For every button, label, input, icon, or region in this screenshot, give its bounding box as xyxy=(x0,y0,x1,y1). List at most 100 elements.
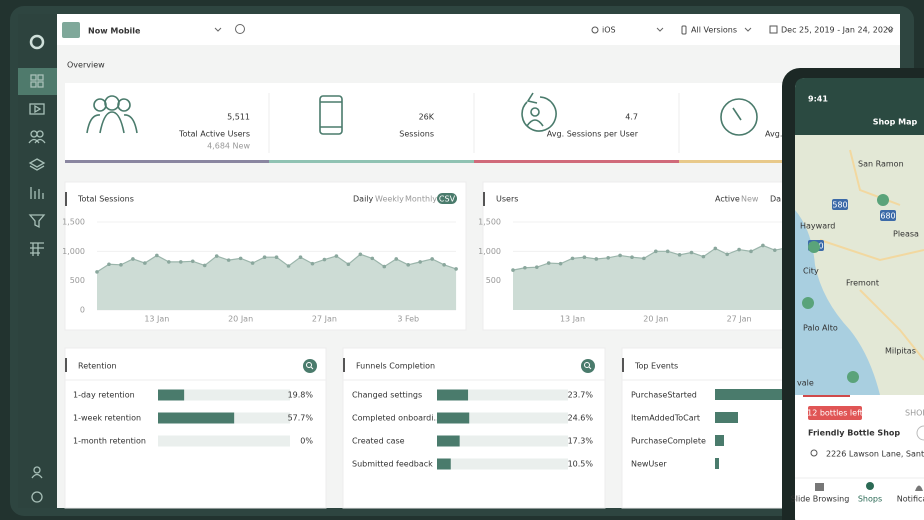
map-pin[interactable] xyxy=(802,297,814,309)
tab[interactable]: New xyxy=(741,195,759,204)
calendar-icon xyxy=(769,25,778,34)
tab[interactable]: Da xyxy=(770,195,781,204)
kpi-label: Avg. Sessions per User xyxy=(547,130,639,139)
point xyxy=(582,255,587,259)
chevron[interactable] xyxy=(886,27,894,32)
nav-reports[interactable] xyxy=(30,187,44,199)
kpi-label: Avg. xyxy=(765,130,782,139)
shop-tag: SHOP xyxy=(905,409,924,418)
users-icon xyxy=(86,95,138,134)
kpi-card xyxy=(65,83,900,163)
x-tick-label: 27 Jan xyxy=(312,315,337,324)
point xyxy=(226,258,231,262)
y-tick-label: 1,500 xyxy=(478,218,501,227)
versions[interactable]: All Versions xyxy=(691,26,737,35)
x-tick-label: 20 Jan xyxy=(643,315,668,324)
point xyxy=(95,270,99,274)
point xyxy=(119,263,123,267)
platform[interactable]: iOS xyxy=(602,26,616,35)
nav-help[interactable] xyxy=(31,491,43,503)
tab[interactable]: CSV xyxy=(439,195,456,204)
nav-layers[interactable] xyxy=(28,158,46,171)
row-label: PurchaseComplete xyxy=(631,437,706,446)
road-number: 680 xyxy=(880,212,895,221)
tab-label[interactable]: Notifica xyxy=(897,495,924,504)
sessions-icon xyxy=(521,92,557,132)
point xyxy=(394,257,399,261)
row-label: 1-day retention xyxy=(73,391,135,400)
chevron[interactable] xyxy=(214,27,222,32)
point xyxy=(737,247,741,252)
bar-value: 17.3% xyxy=(568,437,594,446)
road-shield xyxy=(832,199,848,210)
bar-track xyxy=(437,458,568,470)
tab[interactable]: Daily xyxy=(353,195,374,204)
tab-label[interactable]: Shops xyxy=(858,495,882,504)
area xyxy=(513,245,787,310)
tab-icon[interactable] xyxy=(915,485,923,492)
point xyxy=(618,253,622,258)
nav-profile[interactable] xyxy=(31,466,43,479)
road-number: 580 xyxy=(832,201,847,210)
point xyxy=(558,261,563,266)
point xyxy=(761,243,765,248)
kpi-value: 26K xyxy=(419,113,435,122)
logo xyxy=(29,34,45,50)
bar-value: 23.7% xyxy=(568,391,594,400)
bar xyxy=(437,458,451,470)
help-icon[interactable] xyxy=(235,24,245,34)
search-button[interactable] xyxy=(303,359,317,373)
tab[interactable]: Monthly xyxy=(405,195,437,204)
point xyxy=(370,256,375,261)
map-label: City xyxy=(803,267,819,276)
chevron[interactable] xyxy=(656,27,664,32)
nav-grid[interactable] xyxy=(30,242,44,256)
nav-dashboard[interactable] xyxy=(30,74,44,88)
card-title: Users xyxy=(496,195,518,204)
map-pin[interactable] xyxy=(877,194,889,206)
line xyxy=(512,244,787,271)
phone-icon xyxy=(319,95,343,135)
card-accent xyxy=(65,358,67,372)
kpi-value: 5,511 xyxy=(227,113,250,122)
page-title: Overview xyxy=(67,61,105,70)
point xyxy=(701,254,706,259)
row-label: 1-month retention xyxy=(73,437,146,446)
point xyxy=(334,254,339,258)
toggle[interactable] xyxy=(916,425,924,441)
retention-card xyxy=(64,347,327,509)
search-button[interactable] xyxy=(581,359,595,373)
point xyxy=(773,248,777,252)
map-pin[interactable] xyxy=(808,241,820,253)
tab-icon[interactable] xyxy=(815,483,824,491)
nav-users[interactable] xyxy=(28,130,46,144)
map-pin[interactable] xyxy=(847,371,859,383)
app-icon xyxy=(62,22,80,38)
tab[interactable]: Active xyxy=(715,195,740,204)
csv-button[interactable] xyxy=(437,193,457,204)
tab-icon[interactable] xyxy=(866,482,874,490)
point xyxy=(167,260,171,264)
nav-video[interactable] xyxy=(29,103,45,115)
nav-funnel[interactable] xyxy=(28,214,46,229)
map-label: Milpitas xyxy=(885,347,916,356)
tab[interactable]: Weekly xyxy=(375,195,404,204)
point xyxy=(298,255,303,259)
row-label: ItemAddedToCart xyxy=(631,414,700,423)
app-name[interactable]: Now Mobile xyxy=(88,27,141,36)
bar xyxy=(437,389,469,401)
row-label: NewUser xyxy=(631,460,667,469)
map-label: Hayward xyxy=(800,222,835,231)
date-range[interactable]: Dec 25, 2019 - Jan 24, 2020 xyxy=(781,26,893,35)
card-accent xyxy=(622,358,624,372)
tab-label[interactable]: Slide Browsing xyxy=(791,495,850,504)
point xyxy=(642,256,646,261)
point xyxy=(322,257,327,262)
apple-icon xyxy=(591,26,599,34)
chevron[interactable] xyxy=(744,27,752,32)
x-tick-label: 3 Feb xyxy=(397,315,419,324)
area xyxy=(97,254,457,310)
card-accent xyxy=(343,358,345,372)
kpi-strip xyxy=(65,160,269,163)
row-label: Completed onboardi... xyxy=(352,414,441,423)
